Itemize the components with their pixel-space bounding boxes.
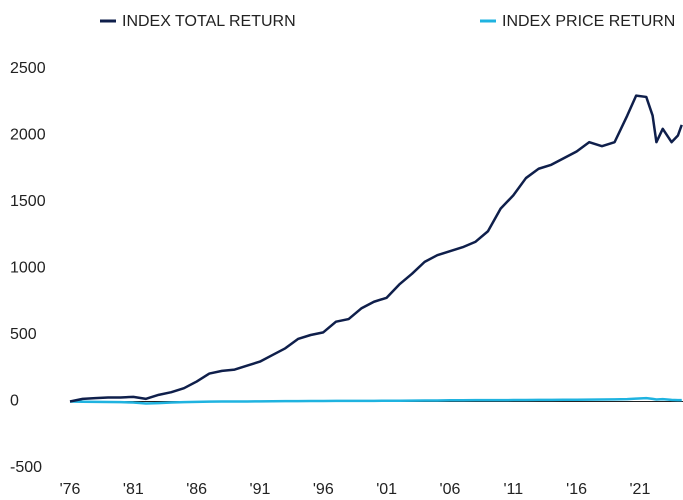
y-tick-label: 2500 [10, 60, 46, 77]
y-tick-label: -500 [10, 459, 42, 476]
x-tick-label: '21 [630, 481, 651, 498]
x-tick-label: '91 [250, 481, 271, 498]
legend-label: INDEX PRICE RETURN [502, 13, 675, 30]
y-tick-label: 1000 [10, 260, 46, 277]
x-tick-label: '11 [503, 481, 523, 498]
x-tick-label: '01 [376, 481, 397, 498]
series-line [69, 396, 682, 405]
x-tick-label: '16 [566, 481, 587, 498]
x-tick-label: '81 [123, 481, 144, 498]
x-tick-label: '86 [186, 481, 207, 498]
x-tick-label: '06 [440, 481, 461, 498]
legend-label: INDEX TOTAL RETURN [122, 13, 296, 30]
y-tick-label: 0 [10, 393, 19, 410]
x-tick-label: '76 [60, 481, 81, 498]
y-tick-label: 2000 [10, 127, 46, 144]
y-tick-label: 500 [10, 326, 37, 343]
series-line [69, 94, 683, 403]
x-tick-label: '96 [313, 481, 334, 498]
y-tick-label: 1500 [10, 193, 46, 210]
